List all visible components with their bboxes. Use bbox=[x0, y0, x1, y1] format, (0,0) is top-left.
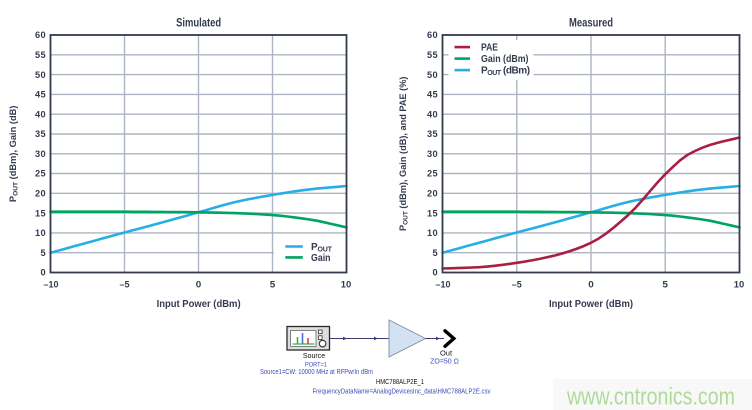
svg-text:–5: –5 bbox=[120, 280, 130, 290]
svg-text:ZO=50 Ω: ZO=50 Ω bbox=[430, 359, 459, 366]
svg-text:10: 10 bbox=[734, 280, 745, 290]
svg-text:25: 25 bbox=[427, 169, 438, 179]
svg-text:55: 55 bbox=[427, 50, 438, 60]
svg-text:Input Power (dBm): Input Power (dBm) bbox=[157, 298, 241, 310]
svg-text:Source: Source bbox=[303, 353, 325, 360]
svg-text:60: 60 bbox=[35, 30, 46, 40]
svg-text:Gain: Gain bbox=[311, 253, 331, 264]
svg-text:–10: –10 bbox=[44, 280, 59, 290]
svg-text:35: 35 bbox=[427, 129, 438, 139]
svg-text:5: 5 bbox=[433, 248, 439, 258]
svg-text:20: 20 bbox=[427, 189, 438, 199]
svg-text:0: 0 bbox=[433, 268, 439, 278]
svg-text:POUT (dBm), Gain (dB), and PAE: POUT (dBm), Gain (dB), and PAE (%) bbox=[398, 77, 409, 231]
svg-text:20: 20 bbox=[35, 189, 46, 199]
svg-text:POUT (dBm): POUT (dBm) bbox=[481, 66, 530, 78]
svg-text:Gain (dBm): Gain (dBm) bbox=[481, 54, 529, 65]
svg-text:HMC788ALP2E_1: HMC788ALP2E_1 bbox=[376, 379, 424, 386]
svg-text:0: 0 bbox=[588, 280, 594, 290]
svg-text:50: 50 bbox=[427, 70, 438, 80]
svg-text:–5: –5 bbox=[512, 280, 522, 290]
svg-text:10: 10 bbox=[341, 280, 352, 290]
svg-text:5: 5 bbox=[662, 280, 668, 290]
svg-text:30: 30 bbox=[35, 149, 46, 159]
svg-text:10: 10 bbox=[427, 228, 438, 238]
svg-text:0: 0 bbox=[196, 280, 202, 290]
svg-text:PAE: PAE bbox=[481, 43, 498, 54]
svg-text:30: 30 bbox=[427, 149, 438, 159]
svg-text:POUT: POUT bbox=[311, 242, 333, 254]
svg-text:–10: –10 bbox=[436, 280, 451, 290]
svg-text:5: 5 bbox=[41, 248, 47, 258]
svg-text:Source1=CW: 10000 MHz at RFPwr: Source1=CW: 10000 MHz at RFPwrIn dBm bbox=[260, 369, 373, 376]
svg-text:Input Power (dBm): Input Power (dBm) bbox=[549, 298, 633, 310]
svg-text:50: 50 bbox=[35, 70, 46, 80]
svg-text:15: 15 bbox=[35, 208, 46, 218]
svg-text:FrequencyDataName=AnalogDevice: FrequencyDataName=AnalogDevicesInc_data\… bbox=[313, 389, 491, 396]
svg-text:Simulated: Simulated bbox=[176, 16, 221, 30]
svg-text:35: 35 bbox=[35, 129, 46, 139]
svg-text:5: 5 bbox=[270, 280, 276, 290]
svg-text:25: 25 bbox=[35, 169, 46, 179]
svg-text:45: 45 bbox=[35, 90, 46, 100]
svg-text:40: 40 bbox=[35, 109, 46, 119]
svg-text:www.cntronics.com: www.cntronics.com bbox=[566, 384, 735, 410]
svg-text:0: 0 bbox=[41, 268, 47, 278]
svg-text:45: 45 bbox=[427, 90, 438, 100]
svg-text:PORT=1: PORT=1 bbox=[305, 362, 327, 369]
svg-text:55: 55 bbox=[35, 50, 46, 60]
svg-text:Measured: Measured bbox=[569, 16, 613, 30]
svg-text:Out: Out bbox=[440, 349, 453, 358]
svg-text:POUT (dBm), Gain (dB): POUT (dBm), Gain (dB) bbox=[8, 106, 20, 203]
svg-text:60: 60 bbox=[427, 30, 438, 40]
svg-text:15: 15 bbox=[427, 208, 438, 218]
svg-text:40: 40 bbox=[427, 109, 438, 119]
svg-text:10: 10 bbox=[35, 228, 46, 238]
